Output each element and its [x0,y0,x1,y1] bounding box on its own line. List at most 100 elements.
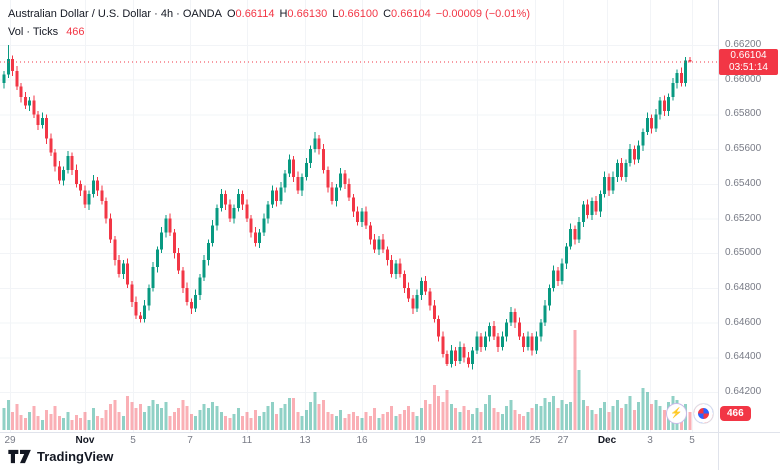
volume-bar[interactable] [381,414,385,430]
candle-body[interactable] [517,322,521,337]
volume-bar[interactable] [279,408,283,430]
volume-bar[interactable] [275,414,279,430]
candle-body[interactable] [475,336,479,351]
volume-bar[interactable] [317,404,321,430]
candle-body[interactable] [326,169,330,188]
candle-body[interactable] [130,284,134,302]
candle-body[interactable] [23,97,27,106]
candle-body[interactable] [373,239,377,250]
candle-body[interactable] [202,260,206,278]
reaction-emoji-icon[interactable] [693,403,714,424]
volume-bar[interactable] [189,414,193,430]
volume-bar[interactable] [266,406,270,430]
volume-bar[interactable] [45,410,49,430]
volume-bar[interactable] [151,400,155,430]
candle-body[interactable] [343,173,347,184]
candle-body[interactable] [6,58,10,75]
volume-bar[interactable] [437,396,441,430]
candle-body[interactable] [62,169,66,181]
volume-bar[interactable] [419,408,423,430]
volume-bar[interactable] [615,400,619,430]
volume-bar[interactable] [40,420,44,430]
volume-bar[interactable] [19,415,23,430]
candle-body[interactable] [394,263,398,275]
candle-body[interactable] [381,239,385,250]
candle-body[interactable] [628,149,632,163]
volume-bar[interactable] [658,406,662,430]
volume-bar[interactable] [74,415,78,430]
volume-bar[interactable] [509,400,513,430]
volume-bar[interactable] [53,406,57,430]
candle-body[interactable] [454,350,458,361]
candle-body[interactable] [87,194,91,205]
candle-body[interactable] [164,218,168,233]
candle-body[interactable] [245,204,249,219]
volume-bar[interactable] [11,412,15,430]
candle-body[interactable] [91,180,95,195]
candle-body[interactable] [19,86,23,98]
volume-bar[interactable] [232,414,236,430]
volume-bar[interactable] [211,402,215,430]
volume-bar[interactable] [300,416,304,430]
volume-bar[interactable] [624,404,628,430]
candle-body[interactable] [611,176,615,191]
volume-bar[interactable] [594,414,598,430]
volume-bar[interactable] [113,400,117,430]
candle-body[interactable] [2,74,6,84]
candle-body[interactable] [688,59,692,62]
volume-bar[interactable] [2,408,6,430]
volume-bar[interactable] [394,416,398,430]
volume-bar[interactable] [347,414,351,430]
volume-bar[interactable] [441,402,445,430]
volume-bar[interactable] [62,418,66,430]
candle-body[interactable] [509,312,513,323]
volume-bar[interactable] [215,406,219,430]
candle-body[interactable] [496,336,500,347]
volume-bar[interactable] [505,406,509,430]
candle-body[interactable] [313,138,317,150]
candle-body[interactable] [66,156,70,170]
candle-body[interactable] [15,71,19,87]
candle-body[interactable] [564,246,568,264]
candle-body[interactable] [83,190,87,205]
volume-bar[interactable] [326,412,330,430]
candle-body[interactable] [304,162,308,177]
candle-body[interactable] [419,280,423,295]
candle-body[interactable] [556,270,560,281]
candle-body[interactable] [607,176,611,191]
volume-bar[interactable] [449,404,453,430]
candle-body[interactable] [300,176,304,191]
volume-bar[interactable] [117,412,121,430]
volume-bar[interactable] [6,400,10,430]
volume-bar[interactable] [492,408,496,430]
volume-bar[interactable] [424,400,428,430]
candle-body[interactable] [138,315,142,320]
candle-body[interactable] [74,169,78,184]
candle-body[interactable] [194,294,198,309]
candle-body[interactable] [390,260,394,275]
symbol-title[interactable]: Australian Dollar / U.S. Dollar · 4h · O… [8,8,222,20]
candle-body[interactable] [675,72,679,84]
candle-body[interactable] [590,201,594,216]
candle-body[interactable] [49,138,53,153]
candle-body[interactable] [262,218,266,233]
candle-body[interactable] [377,239,381,250]
volume-bar[interactable] [590,410,594,430]
volume-bar[interactable] [454,408,458,430]
candle-body[interactable] [198,277,202,295]
volume-bar[interactable] [556,408,560,430]
volume-bar[interactable] [654,400,658,430]
candle-body[interactable] [296,176,300,191]
volume-bar[interactable] [28,412,32,430]
volume-bar[interactable] [241,416,245,430]
volume-bar[interactable] [270,402,274,430]
volume-bar[interactable] [479,412,483,430]
volume-bar[interactable] [488,395,492,430]
candle-body[interactable] [577,221,581,240]
candle-body[interactable] [679,72,683,84]
volume-bar[interactable] [637,402,641,430]
volume-bar[interactable] [181,400,185,430]
candle-body[interactable] [134,301,138,316]
candle-body[interactable] [172,232,176,254]
